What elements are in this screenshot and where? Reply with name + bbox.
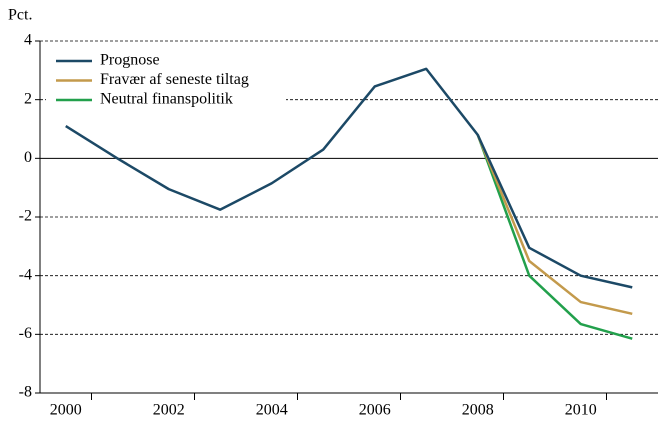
y-tick-label: 2 xyxy=(24,90,32,107)
x-tick-label: 2008 xyxy=(462,402,494,419)
y-tick-label: -8 xyxy=(19,384,32,401)
y-axis-label: Pct. xyxy=(8,7,32,24)
y-tick-label: 4 xyxy=(24,32,32,49)
x-tick-label: 2002 xyxy=(153,402,185,419)
series-line xyxy=(476,134,633,340)
series-line xyxy=(476,134,633,316)
legend-label: Prognose xyxy=(100,52,160,69)
y-tick-label: 0 xyxy=(24,149,32,166)
y-tick-label: -4 xyxy=(19,266,32,283)
x-tick-label: 2000 xyxy=(50,402,82,419)
legend-label: Fravær af seneste tiltag xyxy=(100,71,249,88)
legend-label: Neutral finanspolitik xyxy=(100,91,233,108)
x-tick-label: 2004 xyxy=(256,402,288,419)
y-tick-label: -6 xyxy=(19,325,32,342)
x-tick-label: 2006 xyxy=(359,402,391,419)
y-tick-label: -2 xyxy=(19,208,32,225)
series-line xyxy=(65,67,633,289)
x-tick-label: 2010 xyxy=(565,402,597,419)
